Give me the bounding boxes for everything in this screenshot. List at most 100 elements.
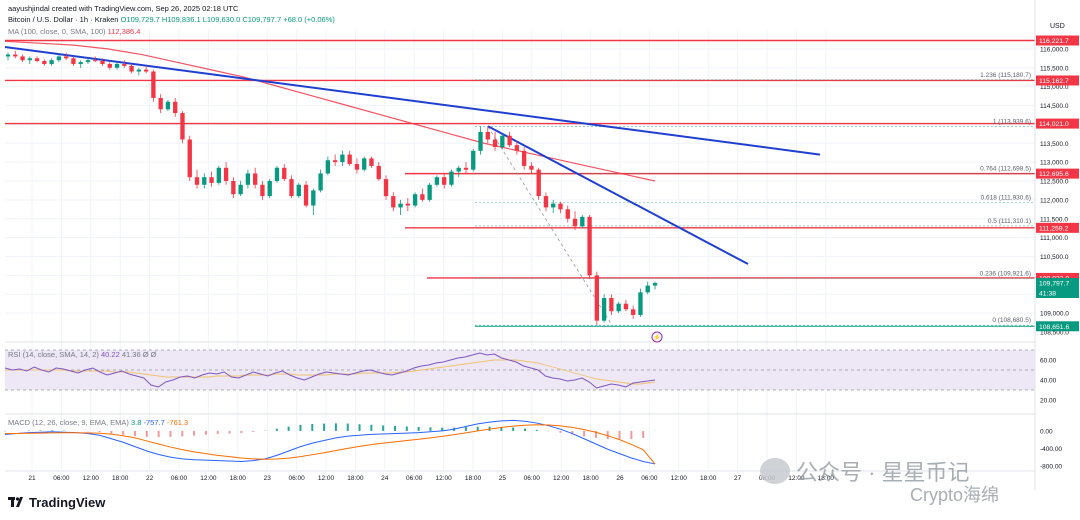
price-badge-label: 111,259.2	[1039, 225, 1068, 232]
price-badge	[1036, 278, 1079, 289]
candle-body	[180, 113, 185, 140]
candle-body	[27, 58, 32, 61]
time-tick: 06:00	[641, 475, 658, 482]
candle-body	[478, 131, 483, 151]
candle-body	[442, 177, 447, 185]
candle-body	[114, 63, 120, 68]
fib-diagonal	[487, 126, 613, 326]
ma-legend[interactable]: MA (100, close, 0, SMA, 100) 112,386.4	[8, 27, 140, 36]
price-tick: 114,500.0	[1040, 103, 1069, 110]
candle-body	[78, 62, 83, 64]
candle-body	[311, 190, 316, 206]
rsi-legend[interactable]: RSI (14, close, SMA, 14, 2) 40.22 41.36 …	[8, 350, 156, 359]
candle-body	[580, 216, 585, 227]
macd-tick: -400.00	[1040, 446, 1062, 453]
candle-body	[129, 65, 134, 72]
candle-body	[507, 135, 512, 146]
watermark: 公众号 · 星星币记 Crypto海绵	[760, 455, 999, 505]
time-tick: 06:00	[53, 475, 70, 482]
price-badge-label: 109,797.7	[1039, 281, 1069, 288]
macd-label: MACD (12, 26, close, 9, EMA, EMA)	[8, 418, 129, 427]
candle-body	[369, 158, 374, 166]
time-tick: 18:00	[347, 475, 364, 482]
price-tick: 115,500.0	[1040, 65, 1069, 72]
candle-body	[354, 164, 360, 170]
fib-label: 0.236 (109,921.6)	[980, 270, 1031, 277]
price-tick: 111,000.0	[1040, 235, 1068, 242]
time-tick: 18:00	[582, 475, 599, 482]
candle-body	[427, 184, 432, 200]
tradingview-brand[interactable]: TradingView	[8, 494, 105, 510]
time-tick: 12:00	[200, 475, 217, 482]
time-tick: 26	[616, 475, 624, 482]
candle-body	[194, 177, 200, 185]
candle-body	[347, 154, 352, 165]
rsi-label: RSI (14, close, SMA, 14, 2)	[8, 350, 99, 359]
time-tick: 27	[734, 475, 742, 482]
candle-body	[231, 181, 236, 195]
candle-body	[412, 194, 418, 206]
candle-body	[492, 139, 498, 148]
symbol-ohlc: Bitcoin / U.S. Dollar · 1h · Kraken O109…	[8, 15, 335, 24]
price-tick: 113,500.0	[1040, 141, 1069, 148]
macd-hist-value: 3.8	[130, 418, 142, 427]
rsi-tick: 20.00	[1040, 398, 1057, 405]
fib-label: 0 (108,680.5)	[992, 317, 1031, 324]
candle-body	[13, 54, 18, 57]
candle-body	[543, 196, 549, 208]
candle-body	[289, 179, 294, 197]
candle-body	[296, 184, 301, 197]
price-badge-label: 115,162.7	[1039, 78, 1069, 85]
price-axis-bg	[1035, 0, 1080, 490]
time-tick: 06:00	[171, 475, 188, 482]
candle-body	[245, 173, 251, 185]
candle-body	[601, 298, 607, 321]
candle-body	[158, 97, 163, 110]
candle-body	[398, 203, 403, 208]
candle-body	[85, 60, 91, 63]
candle-body	[202, 177, 207, 185]
candle-body	[42, 60, 47, 64]
time-tick: 12:00	[671, 475, 688, 482]
candle-body	[521, 150, 527, 166]
candle-body	[93, 60, 98, 62]
fib-label: 0.764 (112,698.5)	[980, 166, 1031, 173]
rsi-value: 40.22	[100, 350, 120, 359]
candle-body	[267, 181, 272, 197]
candle-body	[100, 60, 105, 64]
price-tick: 116,000.0	[1040, 46, 1069, 53]
candle-body	[151, 71, 156, 98]
countdown-label: 41:38	[1039, 291, 1056, 298]
watermark-line2: Crypto海绵	[910, 485, 1000, 505]
macd-tick: -800.00	[1040, 463, 1062, 470]
macd-line-value: -757.7	[143, 418, 165, 427]
candle-body	[558, 203, 563, 210]
candle-body	[122, 63, 127, 66]
candle-body	[216, 167, 221, 183]
wechat-icon	[760, 458, 790, 484]
candle-body	[340, 154, 345, 163]
candle-body	[456, 167, 461, 172]
candle-body	[485, 131, 490, 140]
price-badge	[1036, 272, 1079, 283]
time-tick: 21	[28, 475, 36, 482]
candle-body	[187, 139, 192, 178]
price-tick: 111,500.0	[1040, 216, 1068, 223]
candle-body	[652, 283, 658, 286]
candle-body	[325, 160, 331, 174]
time-tick: 18:00	[230, 475, 247, 482]
candle-body	[616, 303, 621, 312]
candle-body	[71, 58, 76, 64]
candle-body	[420, 194, 425, 200]
time-tick: 12:00	[553, 475, 570, 482]
price-tick: 112,000.0	[1040, 197, 1069, 204]
macd-legend[interactable]: MACD (12, 26, close, 9, EMA, EMA) 3.8 -7…	[8, 418, 188, 427]
watermark-line1: 公众号 · 星星币记	[796, 460, 970, 485]
candle-body	[638, 292, 643, 316]
candle-body	[274, 167, 280, 181]
trendline-short	[487, 125, 749, 265]
price-tick-bottom: 108,500.0	[1040, 330, 1069, 337]
candle-body	[529, 165, 534, 170]
time-tick: 18:00	[465, 475, 482, 482]
